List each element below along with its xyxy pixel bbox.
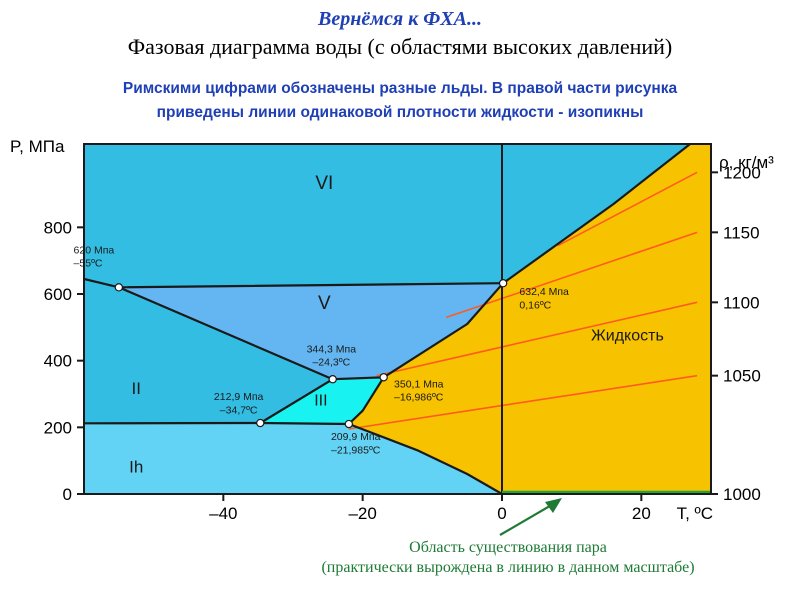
y2-tick-label: 1050 (723, 367, 761, 386)
boundary-v-vi (117, 282, 505, 289)
region-ice-vi (84, 144, 711, 288)
boundary-ii-iii (259, 378, 334, 425)
isopycnic-line-1200 (557, 171, 698, 247)
y-axis-label: P, МПа (10, 137, 65, 156)
region-label-ice-ii: II (132, 379, 141, 398)
x-tick-label: –20 (348, 504, 376, 523)
y-tick-label: 0 (63, 485, 72, 504)
triple-point-temperature-label: –21,985ºС (331, 444, 381, 456)
boundary-ih-l (347, 422, 504, 494)
y2-tick-label: 1200 (723, 163, 761, 182)
region-liquid (348, 144, 711, 494)
region-label-liquid: Жидкость (591, 328, 664, 345)
triple-point-marker (328, 375, 337, 384)
region-ice-ih (84, 423, 502, 494)
isopycnic-line-1150 (446, 231, 698, 319)
triple-point-pressure-label: 632,4 Мпа (519, 286, 569, 298)
triple-point-pressure-label: 212,9 Мпа (214, 391, 264, 403)
y2-tick-label: 1000 (723, 485, 761, 504)
y-tick-label: 200 (44, 418, 72, 437)
region-label-ice-iii: III (314, 393, 327, 410)
x-tick-label: 0 (497, 504, 506, 523)
region-label-ice-ih: Ih (129, 457, 143, 476)
triple-point-pressure-label: 350,1 Мпа (394, 378, 444, 390)
region-label-ice-v: V (318, 293, 331, 314)
y2-axis-label: ρ, кг/м³ (719, 153, 774, 172)
boundary-ii-v (117, 286, 334, 381)
boundary-ii-vi (84, 277, 120, 289)
triple-point-marker (379, 373, 388, 382)
triple-point-temperature-label: –34,7ºС (220, 404, 258, 416)
isopycnic-line-1050 (348, 374, 698, 430)
region-ice-v (118, 283, 504, 380)
triple-point-temperature-label: –16,986ºС (394, 392, 444, 404)
y2-tick-label: 1150 (723, 223, 760, 242)
subtitle-line-2: приведены линии одинаковой плотности жид… (156, 104, 644, 121)
region-label-ice-vi: VI (315, 173, 333, 194)
boundary-iii-l (347, 376, 385, 426)
triple-point-temperature-label: –24,3ºС (312, 357, 350, 369)
isopycnic-line-1100 (376, 301, 698, 377)
triple-point-marker (498, 279, 508, 288)
plot-frame (83, 143, 712, 495)
boundary-v-l (382, 282, 505, 379)
region-ice-ii (84, 279, 333, 424)
x-axis-label: T, ºC (677, 504, 713, 523)
triple-point-pressure-label: 344,3 Мпа (307, 343, 357, 355)
triple-point-temperature-label: –55ºС (74, 258, 103, 270)
y-tick-label: 800 (44, 218, 72, 237)
triple-point-marker (114, 283, 124, 292)
triple-point-temperature-label: 0,16ºС (519, 299, 551, 311)
vapor-annotation-arrow-shaft (499, 502, 556, 536)
subtitle-line-1: Римскими цифрами обозначены разные льды.… (122, 80, 678, 97)
triple-point-pressure-label: 620 Mпа (74, 244, 115, 256)
boundary-iii-v (331, 376, 385, 381)
chart-subtitle: Римскими цифрами обозначены разные льды.… (20, 77, 780, 125)
x-tick-label: –40 (209, 504, 237, 523)
triple-point-pressure-label: 209,9 Мпа (331, 431, 381, 443)
triple-point-marker (344, 419, 354, 429)
x-tick-label: 20 (632, 504, 651, 523)
region-ice-iii (260, 377, 384, 424)
y-tick-label: 400 (44, 352, 72, 371)
slide-title-top: Вернёмся к ФХА... (318, 8, 482, 30)
boundary-vi-l (502, 144, 692, 285)
vapor-annotation-arrowhead (545, 498, 562, 513)
boundary-ih-iii (259, 421, 350, 426)
chart-title: Фазовая диаграмма воды (с областями высо… (127, 34, 673, 59)
y-tick-label: 600 (44, 285, 72, 304)
triple-point-marker (256, 418, 265, 428)
vapor-annotation-line-1: Область существования пара (409, 539, 607, 556)
y2-tick-label: 1100 (723, 293, 760, 312)
vapor-annotation-line-2: (практически вырождена в линию в данном … (321, 559, 694, 576)
